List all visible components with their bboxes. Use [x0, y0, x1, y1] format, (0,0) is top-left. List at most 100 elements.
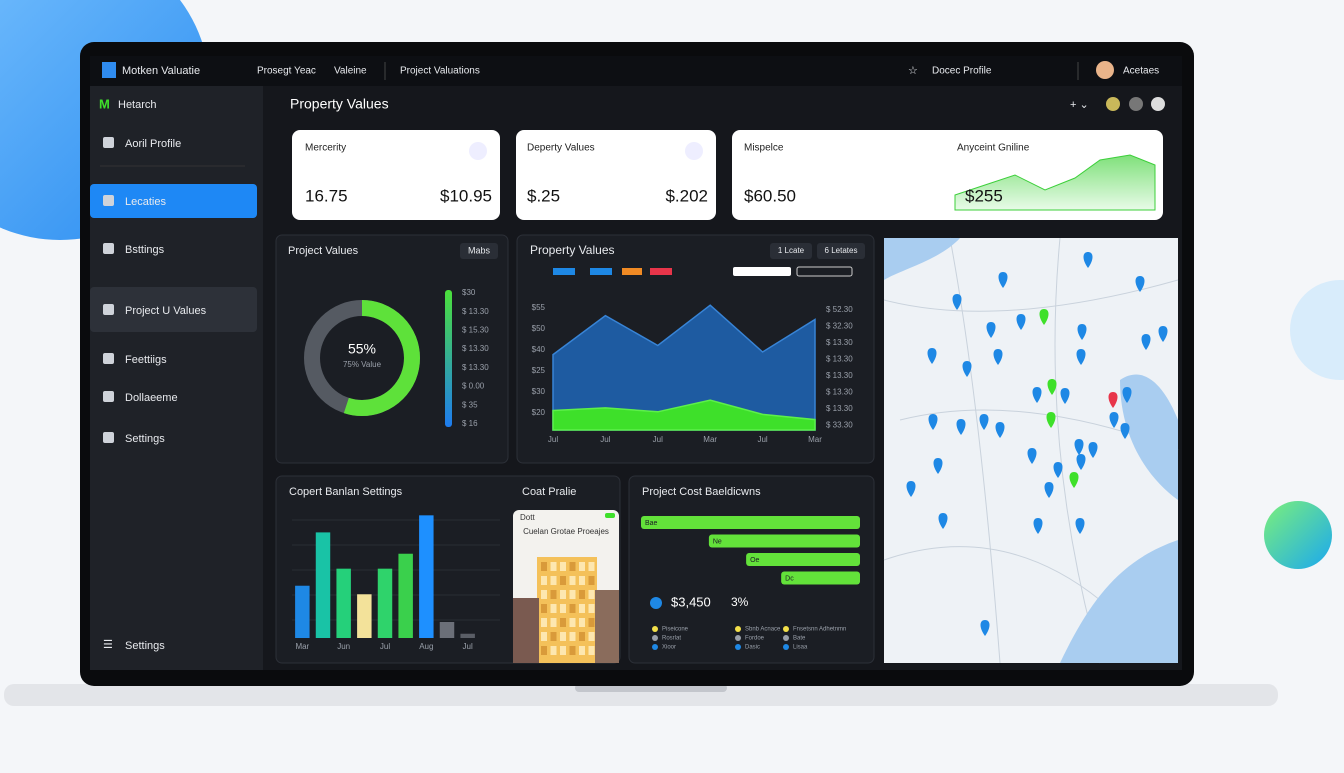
map-pin[interactable]: [1044, 482, 1054, 498]
nav-item[interactable]: Project Valuations: [400, 66, 480, 77]
total-dot: [650, 597, 662, 609]
map-pin[interactable]: [1016, 314, 1026, 330]
scale-bar: [445, 290, 452, 427]
water: [884, 238, 960, 280]
window: [541, 590, 547, 599]
map-pin[interactable]: [1077, 324, 1087, 340]
map-pin[interactable]: [979, 414, 989, 430]
menu-item[interactable]: Project U Values: [125, 305, 207, 317]
window: [569, 590, 576, 599]
map-pin[interactable]: [1141, 334, 1151, 350]
user-name[interactable]: Acetaes: [1123, 66, 1159, 77]
x-tick-label: Mar: [808, 435, 822, 444]
nav-item[interactable]: Valeine: [334, 66, 367, 77]
map-pin[interactable]: [1069, 472, 1079, 488]
map-pin[interactable]: [1046, 412, 1056, 428]
range-bar: [641, 516, 860, 529]
map-pin[interactable]: [1032, 387, 1042, 403]
nav-item[interactable]: Prosegt Yeac: [257, 66, 316, 77]
map-pin[interactable]: [927, 348, 937, 364]
map-pin[interactable]: [1076, 349, 1086, 365]
road: [883, 279, 1179, 312]
logo: Hetarch: [118, 99, 157, 111]
button-label[interactable]: Mabs: [468, 245, 491, 255]
button[interactable]: [817, 243, 865, 259]
legend-label: Rosrlat: [662, 636, 681, 642]
map-pin[interactable]: [1108, 392, 1118, 408]
map-pin[interactable]: [1088, 442, 1098, 458]
menu-item[interactable]: Bsttings: [125, 244, 165, 256]
map-pin[interactable]: [952, 294, 962, 310]
menu-item[interactable]: Settings: [125, 433, 165, 445]
map-pin[interactable]: [1060, 388, 1070, 404]
map-pin[interactable]: [980, 620, 990, 636]
window: [550, 576, 557, 585]
map-pin[interactable]: [1120, 423, 1130, 439]
scale-label: $ 13.30: [462, 344, 489, 353]
x-tick-label: Jun: [337, 642, 350, 651]
map-pin[interactable]: [995, 422, 1005, 438]
map-pin[interactable]: [998, 272, 1008, 288]
y-label: $ 13.30: [826, 355, 853, 364]
y-label: $ 33.30: [826, 421, 853, 430]
map-pin[interactable]: [1047, 379, 1057, 395]
map-pin[interactable]: [1076, 454, 1086, 470]
button[interactable]: [460, 243, 498, 259]
map-pin[interactable]: [1083, 252, 1093, 268]
button-label[interactable]: 1 Lcate: [778, 246, 805, 255]
bar-chart: Mar Jun Jul Aug Jul: [292, 515, 500, 651]
bar: [439, 622, 455, 638]
map-pin[interactable]: [993, 349, 1003, 365]
toolbar-icon[interactable]: [1106, 97, 1120, 111]
window: [560, 604, 566, 613]
map-pin[interactable]: [938, 513, 948, 529]
legend-swatch: [553, 268, 575, 275]
menu-item[interactable]: Aoril Profile: [125, 138, 181, 150]
toolbar-icon[interactable]: [1151, 97, 1165, 111]
map-pin[interactable]: [933, 458, 943, 474]
kpi-icon: [469, 142, 487, 160]
sidebar-footer[interactable]: Settings: [125, 640, 165, 652]
y-label: $ 13.30: [826, 338, 853, 347]
map-pin[interactable]: [956, 419, 966, 435]
range-bar: [746, 553, 860, 566]
legend-label: Fordoe: [745, 636, 765, 642]
map-pin[interactable]: [1027, 448, 1037, 464]
scale-label: $ 13.30: [462, 363, 489, 372]
toolbar-icon[interactable]: [1129, 97, 1143, 111]
kpi-label: Mispelce: [744, 143, 784, 154]
legend-dot: [652, 644, 658, 650]
map-pin[interactable]: [1158, 326, 1168, 342]
window: [569, 618, 576, 627]
menu-item[interactable]: Feettiigs: [125, 354, 167, 366]
x-tick-label: Jul: [548, 435, 558, 444]
legend-swatch: [590, 268, 612, 275]
menu-item[interactable]: Dollaeeme: [125, 392, 178, 404]
kpi-label: Deperty Values: [527, 143, 595, 154]
menu-item[interactable]: Lecaties: [125, 196, 166, 208]
window: [579, 590, 585, 599]
toolbar-icons[interactable]: + ⌄: [1070, 99, 1089, 111]
map-pin[interactable]: [1039, 309, 1049, 325]
avatar[interactable]: [1096, 61, 1114, 79]
map-pin[interactable]: [1122, 387, 1132, 403]
button-label[interactable]: 6 Letates: [825, 246, 858, 255]
map-pin[interactable]: [1053, 462, 1063, 478]
map-pin[interactable]: [1135, 276, 1145, 292]
window: [579, 604, 585, 613]
map-pin[interactable]: [962, 361, 972, 377]
map-pin[interactable]: [1033, 518, 1043, 534]
map-pin[interactable]: [906, 481, 916, 497]
button[interactable]: [770, 243, 812, 259]
map-pin[interactable]: [986, 322, 996, 338]
map-pin[interactable]: [1109, 412, 1119, 428]
legend-label: Bate: [793, 636, 806, 642]
legend-dot: [783, 644, 789, 650]
profile-link[interactable]: Docec Profile: [932, 66, 992, 77]
panel-title: Project Values: [288, 245, 359, 257]
kpi-value: 16.75: [305, 186, 348, 205]
map-pin[interactable]: [1075, 518, 1085, 534]
page-title: Property Values: [290, 96, 389, 112]
map-pin[interactable]: [928, 414, 938, 430]
map-pin[interactable]: [1074, 439, 1084, 455]
